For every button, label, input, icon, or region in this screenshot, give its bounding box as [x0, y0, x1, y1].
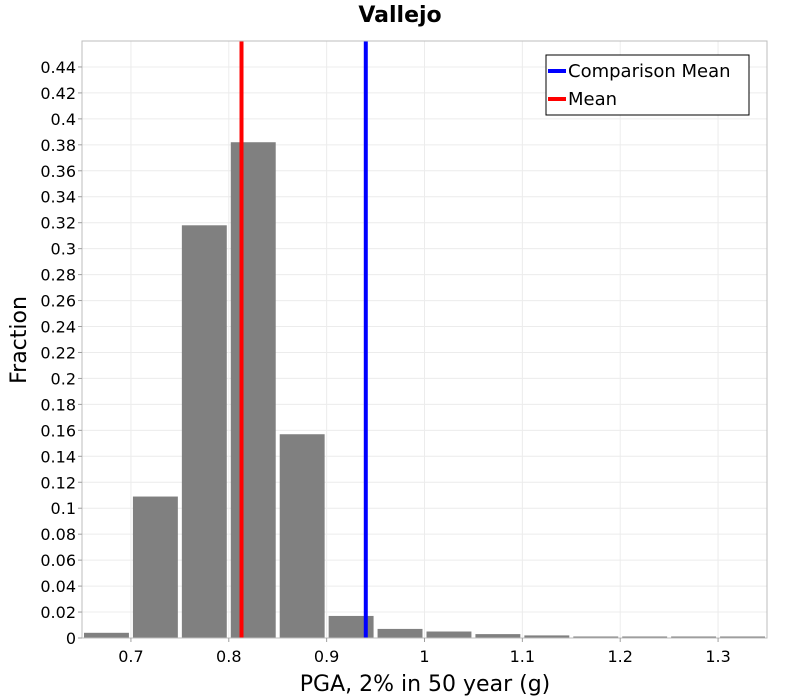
y-tick-label: 0.16 — [40, 421, 76, 440]
y-tick-label: 0.2 — [51, 369, 76, 388]
legend-label-mean: Mean — [568, 89, 617, 110]
y-tick-label: 0.26 — [40, 292, 76, 311]
y-tick-label: 0.3 — [51, 240, 76, 259]
histogram-bar — [377, 628, 423, 638]
x-axis-label: PGA, 2% in 50 year (g) — [300, 672, 551, 697]
y-tick-label: 0.42 — [40, 84, 76, 103]
y-tick-label: 0.14 — [40, 447, 76, 466]
y-tick-label: 0.38 — [40, 136, 76, 155]
mean-lines — [239, 41, 368, 638]
x-tick-label: 0.7 — [118, 647, 143, 666]
legend-label-comparison-mean: Comparison Mean — [568, 61, 731, 82]
histogram-bar — [84, 632, 129, 638]
histogram-bar — [279, 434, 325, 638]
x-tick-label: 0.9 — [314, 647, 339, 666]
histogram-bar — [573, 636, 619, 638]
bars — [84, 142, 765, 638]
histogram-bar — [524, 635, 570, 638]
legend: Comparison Mean Mean — [545, 54, 750, 116]
y-tick-label: 0.44 — [40, 58, 76, 77]
legend-box — [545, 54, 750, 116]
y-tick-label: 0.36 — [40, 162, 76, 181]
histogram-bar — [181, 225, 227, 638]
chart-title: Vallejo — [358, 3, 441, 28]
x-tick-label: 1.1 — [510, 647, 535, 666]
x-tick-label: 1.3 — [705, 647, 730, 666]
histogram-bar — [230, 142, 276, 638]
y-tick-label: 0.32 — [40, 214, 76, 233]
y-tick-label: 0.04 — [40, 577, 76, 596]
histogram-bar — [671, 636, 717, 638]
histogram-bar — [720, 636, 765, 638]
y-tick-label: 0.06 — [40, 551, 76, 570]
y-tick-label: 0.24 — [40, 318, 76, 337]
histogram-bar — [475, 634, 521, 638]
y-tick-label: 0.08 — [40, 525, 76, 544]
y-tick-label: 0.22 — [40, 343, 76, 362]
y-axis-ticks: 0 0.02 0.04 0.06 0.08 0.1 0.12 0.14 0.16 0.18 0.2 0… — [40, 58, 82, 648]
y-tick-label: 0 — [66, 629, 76, 648]
y-tick-label: 0.12 — [40, 473, 76, 492]
x-tick-label: 1 — [419, 647, 429, 666]
y-tick-label: 0.28 — [40, 266, 76, 285]
histogram-bar — [426, 631, 472, 638]
histogram-bar — [622, 636, 668, 638]
y-tick-label: 0.02 — [40, 603, 76, 622]
x-axis-ticks: 0.7 0.8 0.9 1 1.1 1.2 1.3 — [118, 638, 731, 666]
y-tick-label: 0.18 — [40, 395, 76, 414]
y-tick-label: 0.1 — [51, 499, 76, 518]
histogram-bar — [132, 496, 178, 638]
x-tick-label: 1.2 — [607, 647, 632, 666]
histogram-bar — [328, 615, 374, 638]
y-axis-label: Fraction — [7, 296, 32, 384]
y-tick-label: 0.4 — [51, 110, 76, 129]
x-tick-label: 0.8 — [216, 647, 241, 666]
y-tick-label: 0.34 — [40, 188, 76, 207]
